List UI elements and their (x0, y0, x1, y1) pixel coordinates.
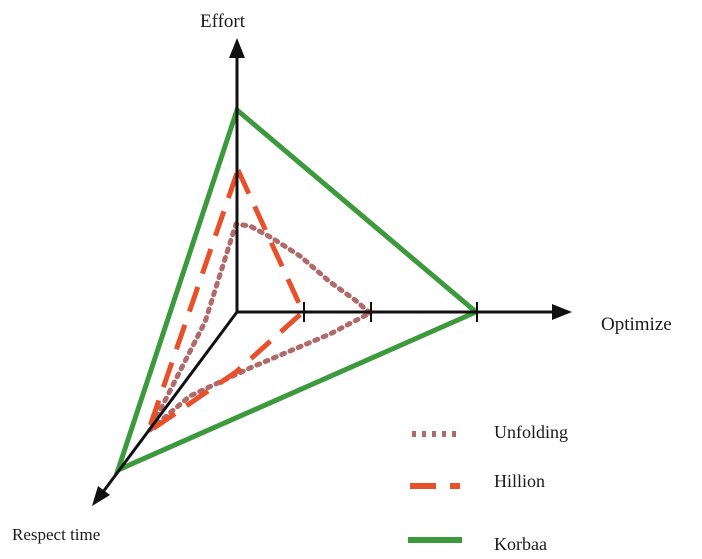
respect-time-arrowhead (92, 486, 110, 506)
legend-item-hillion: Hillion (410, 471, 545, 491)
respect-time-label: Respect time (12, 525, 100, 544)
legend-item-korbaa: Korbaa (408, 534, 547, 554)
hillion-line (145, 168, 306, 435)
optimize-arrowhead (552, 304, 572, 320)
respect-time-axis (98, 311, 239, 497)
legend-item-unfolding: Unfolding (412, 422, 568, 442)
korbaa-series (113, 105, 481, 475)
korbaa-line (113, 105, 481, 475)
legend: Unfolding Hillion Korbaa (408, 422, 568, 554)
optimize-label: Optimize (601, 314, 672, 335)
effort-arrowhead (229, 38, 245, 58)
hillion-series (145, 168, 306, 435)
legend-label-hillion: Hillion (494, 471, 545, 491)
effort-label: Effort (200, 11, 246, 32)
axes (92, 38, 572, 506)
legend-label-korbaa: Korbaa (494, 534, 547, 554)
legend-label-unfolding: Unfolding (494, 422, 568, 442)
